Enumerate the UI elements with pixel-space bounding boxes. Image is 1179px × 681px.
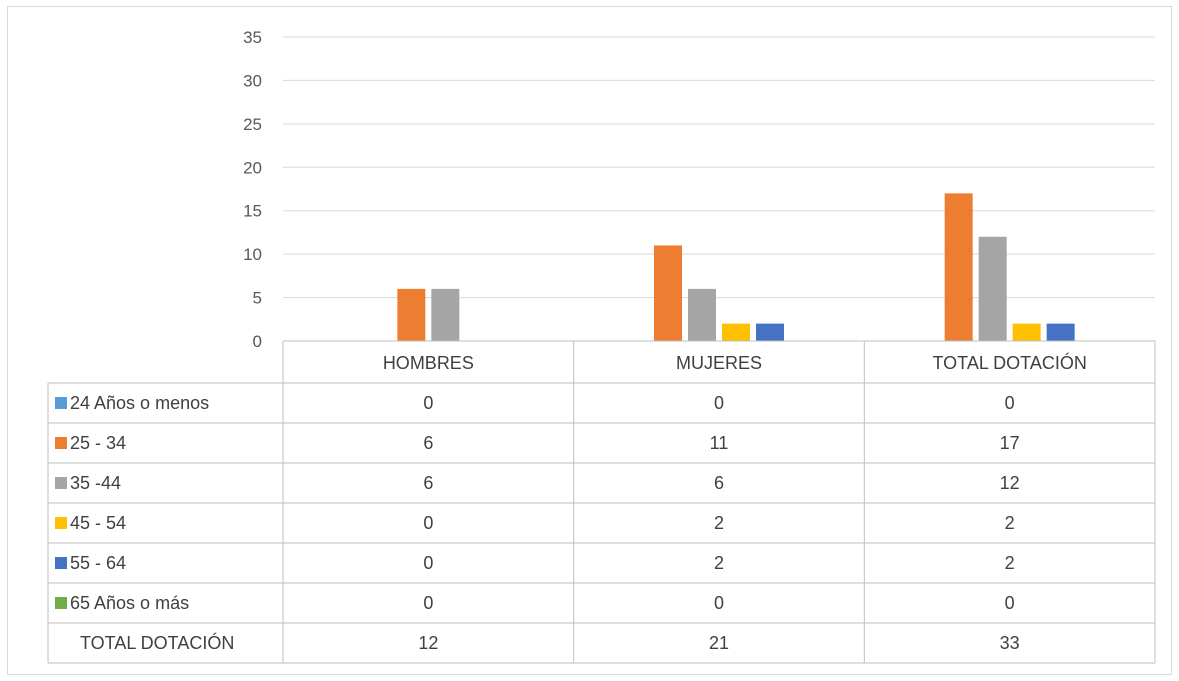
table-cell-value: 2 bbox=[714, 553, 724, 573]
category-label: HOMBRES bbox=[383, 353, 474, 373]
legend-label: 24 Años o menos bbox=[70, 393, 209, 413]
table-cell-value: 6 bbox=[423, 433, 433, 453]
table-cell-value: 0 bbox=[714, 593, 724, 613]
legend-label: 35 -44 bbox=[70, 473, 121, 493]
y-axis: 0 5 10 15 20 25 30 35 bbox=[243, 28, 262, 351]
category-label: TOTAL DOTACIÓN bbox=[932, 352, 1086, 373]
total-row-value: 12 bbox=[418, 633, 438, 653]
table-cell-value: 6 bbox=[423, 473, 433, 493]
bar bbox=[1046, 323, 1075, 341]
legend-swatch bbox=[55, 597, 67, 609]
y-tick-label: 25 bbox=[243, 115, 262, 134]
legend-swatch bbox=[55, 477, 67, 489]
bar bbox=[397, 288, 426, 341]
table-cell-value: 0 bbox=[1005, 593, 1015, 613]
table-cell-value: 12 bbox=[1000, 473, 1020, 493]
table-cell-value: 11 bbox=[710, 433, 729, 453]
y-tick-label: 30 bbox=[243, 71, 262, 90]
table-cell-value: 0 bbox=[714, 393, 724, 413]
legend-swatch bbox=[55, 397, 67, 409]
bar bbox=[1012, 323, 1041, 341]
legend-swatch bbox=[55, 517, 67, 529]
table-cell-value: 0 bbox=[423, 393, 433, 413]
legend-label: 45 - 54 bbox=[70, 513, 126, 533]
bar bbox=[722, 323, 750, 341]
table-cell-value: 2 bbox=[1005, 513, 1015, 533]
table-cell-value: 2 bbox=[1005, 553, 1015, 573]
legend-swatch bbox=[55, 437, 67, 449]
table-cell-value: 0 bbox=[1005, 393, 1015, 413]
y-tick-label: 10 bbox=[243, 245, 262, 264]
legend-label: 65 Años o más bbox=[70, 593, 189, 613]
y-tick-label: 20 bbox=[243, 158, 262, 177]
category-label: MUJERES bbox=[676, 353, 762, 373]
gridlines bbox=[283, 36, 1155, 299]
legend-label: 25 - 34 bbox=[70, 433, 126, 453]
table-cell-value: 17 bbox=[1000, 433, 1020, 453]
table-cell-value: 0 bbox=[423, 593, 433, 613]
table-cell-value: 0 bbox=[423, 513, 433, 533]
bar bbox=[978, 236, 1007, 341]
total-row-value: 21 bbox=[709, 633, 729, 653]
bar bbox=[756, 323, 784, 341]
bar bbox=[654, 245, 682, 341]
legend-label: 55 - 64 bbox=[70, 553, 126, 573]
y-tick-label: 15 bbox=[243, 202, 262, 221]
table-cell-value: 2 bbox=[714, 513, 724, 533]
table-cell-value: 6 bbox=[714, 473, 724, 493]
total-row-value: 33 bbox=[1000, 633, 1020, 653]
y-tick-label: 0 bbox=[253, 332, 262, 351]
legend-swatch bbox=[55, 557, 67, 569]
total-row-label: TOTAL DOTACIÓN bbox=[80, 632, 234, 653]
table-cell-value: 0 bbox=[423, 553, 433, 573]
data-table: HOMBRES MUJERES TOTAL DOTACIÓN 24 Años o me… bbox=[47, 340, 1156, 664]
y-tick-label: 5 bbox=[253, 289, 262, 308]
bars bbox=[397, 193, 1075, 341]
bar bbox=[431, 288, 460, 341]
bar bbox=[944, 193, 973, 341]
bar bbox=[688, 288, 716, 341]
y-tick-label: 35 bbox=[243, 28, 262, 47]
